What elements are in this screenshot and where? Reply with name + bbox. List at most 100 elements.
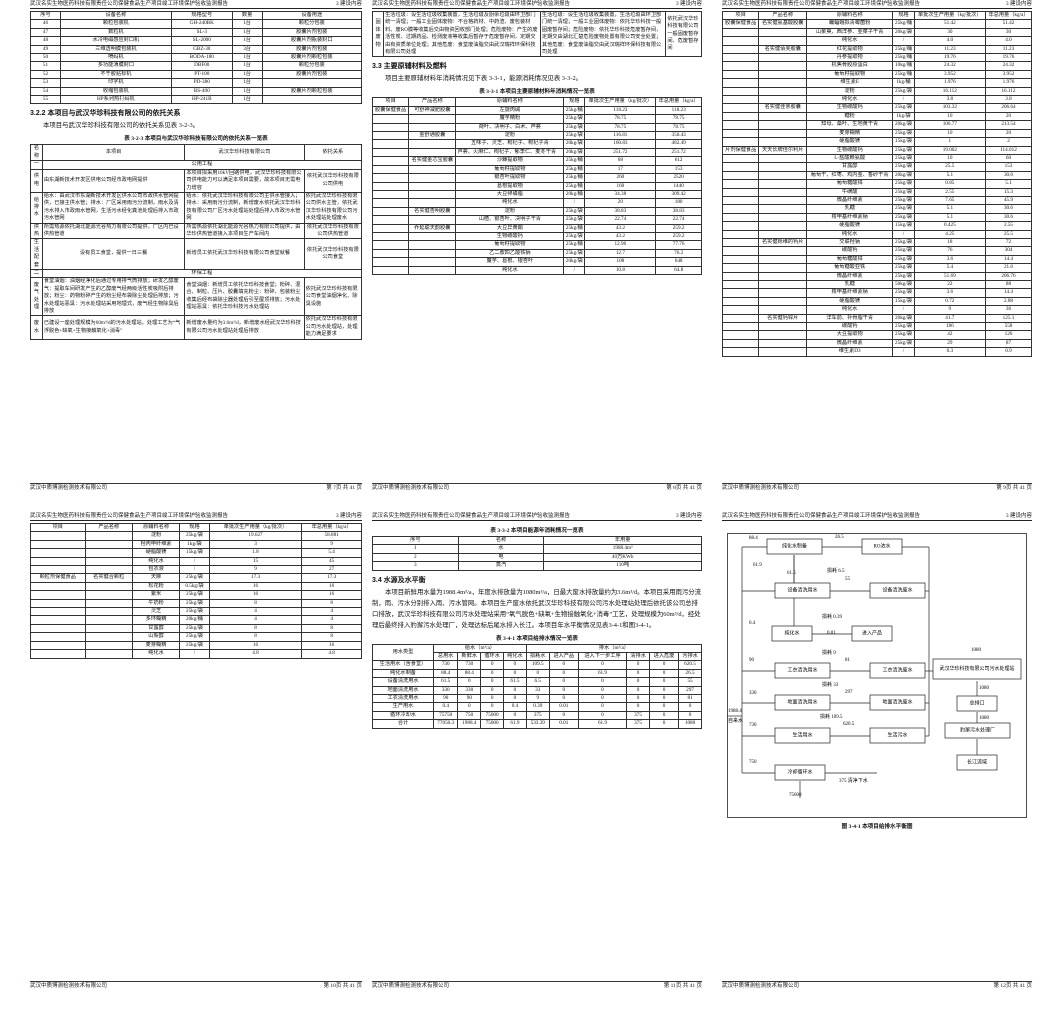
page-body: 序号 设备名称 规格型号 数量 设备用途 46 颗粒包装机 GH-240BK 1台 颗粒分包装 47…: [30, 10, 363, 340]
table-cell: 482.49: [655, 139, 702, 149]
table-cell: 25kg/桶: [563, 223, 586, 233]
table-row: 3 蒸汽 110吨: [372, 561, 702, 571]
column-header: 单批次生产用量（kg/批次）: [913, 10, 986, 21]
section-heading: 3.3 主要原辅材料及燃料: [372, 63, 447, 71]
table-row: 硬脂酸镁 15kg/袋 1.8 5.4: [30, 548, 362, 558]
table-cell: 10: [913, 111, 986, 122]
caption: 表 3-3-2 本项目能源年消耗情况一览表: [490, 528, 584, 534]
table-cell: [30, 556, 86, 567]
table-cell: 地面清洗用水: [371, 685, 435, 696]
node-label: 进入产品: [862, 630, 882, 637]
table-cell: 10kg/桶: [892, 61, 915, 71]
column-header: 序号: [372, 535, 459, 546]
table-cell: 新增废水量约为3.6m³/d，新增废水经武汉华珍科技有限公司污水处理站处理后排放: [184, 315, 305, 340]
table-cell: 153: [984, 162, 1033, 172]
table-cell: 5.1: [913, 204, 986, 214]
table-cell: 30: [913, 27, 986, 38]
footer-company: 武汉中质博测检测技术有限公司: [30, 485, 108, 491]
table-cell: [408, 114, 457, 124]
table-cell: 废气处理: [30, 277, 43, 317]
table-cell: 0.72: [913, 296, 986, 307]
table-cell: 24.32: [913, 61, 986, 71]
table-cell: 19.76: [984, 53, 1033, 63]
table-cell: 126: [984, 330, 1033, 340]
table-cell: 1988.4m³: [543, 544, 702, 554]
table-cell: 设有员工食堂，提供一日三餐: [41, 238, 186, 270]
table-row: 54 收缩包装机 BS-400 1台 胶囊片剂颗粒包装: [30, 86, 363, 97]
table-cell: [721, 86, 760, 97]
table-cell: 固体废物: [371, 10, 385, 58]
table-cell: [30, 632, 86, 642]
table-cell: 78.75: [655, 122, 702, 133]
page-body: 表 3-3-2 本项目能源年消耗情况一览表 序号 名称 年用量 1 水 1988.4m³ 2 电…: [371, 523, 703, 729]
table-row: 葡萄籽提取物 25kg/桶 17 153: [371, 164, 702, 175]
column-header: 本项目: [41, 144, 186, 162]
report-page: 武汉名实生物医药科技有限责任公司保健食品生产项目竣工环境保护验收监测报告 3 建设…: [371, 512, 703, 990]
table-cell: 25kg/桶: [892, 44, 915, 55]
table-row: 纯化水/4.8 4.8: [30, 649, 362, 659]
flow-label: 损耗 6.5: [827, 567, 845, 574]
table-cell: 51.69: [913, 271, 986, 282]
table-cell: 259.2: [655, 223, 702, 233]
table-cell: 25kg/桶: [892, 19, 915, 29]
table-cell: [721, 212, 760, 223]
table-row: 纯化水/9 36: [721, 305, 1033, 315]
table-cell: [84, 615, 133, 625]
page-footer: 武汉中质博测检测技术有限公司 第 11页 共 41 页: [372, 981, 702, 990]
table-cell: 14.4: [984, 254, 1033, 265]
table-cell: [261, 95, 363, 105]
table-cell: [371, 156, 410, 166]
table-cell: 49: [30, 44, 61, 55]
table-row: 生活配套 设有员工食堂，提供一日三餐 新增员工依托武汉华珍科技有限公司食堂就餐 依托武…: [30, 238, 363, 270]
column-header: 规格: [892, 10, 915, 21]
table-cell: [721, 103, 760, 113]
table-cell: 61.9: [577, 668, 628, 679]
table-cell: 1台: [231, 95, 263, 105]
table-cell: 颗粒分包装: [261, 61, 363, 71]
table-cell: 0: [648, 702, 680, 712]
table-cell: 0: [548, 668, 579, 679]
table-cell: 25kg/袋: [892, 153, 915, 164]
table-cell: 3.952: [913, 69, 986, 80]
header-row: 序号 设备名称 规格型号 数量 设备用途: [30, 10, 363, 21]
table-cell: [408, 122, 457, 133]
column-header: 名称: [457, 535, 545, 546]
flow-node: [766, 538, 823, 555]
table-cell: 61.5: [503, 677, 527, 687]
table-cell: 灵芝: [131, 607, 181, 617]
table-cell: 可舒神减肥胶囊: [408, 105, 457, 116]
header-section: 3 建设内容: [1005, 513, 1032, 519]
table-cell: 14.4: [984, 288, 1033, 298]
table-cell: 5.1: [913, 212, 986, 223]
table-cell: 碳酸钙: [806, 322, 894, 332]
table-cell: L-盐酸赖氨酸: [806, 153, 894, 164]
table-cell: 19.002: [913, 145, 986, 155]
table-cell: 77.76: [655, 240, 702, 250]
table-cell: 葡萄糖酸亚铁: [806, 263, 894, 273]
table-cell: 羧甲基纤维素钠: [806, 288, 894, 298]
table-cell: [371, 240, 410, 250]
table-cell: 0.4: [503, 702, 527, 712]
table-cell: 纯化水: [806, 95, 894, 105]
paragraph: 项目主要原辅材料年消耗情况见下表 3-3-1，能源消耗情况见表 3-3-2。: [385, 75, 583, 83]
table-cell: [721, 305, 760, 315]
column-header: 年用量: [543, 535, 702, 546]
page-header: 武汉名实生物医药科技有限责任公司保健食品生产项目竣工环境保护验收监测报告 3 建设…: [722, 0, 1032, 9]
table-cell: 620.5: [678, 660, 702, 670]
table-cell: 羟丙甲纤维素: [131, 539, 181, 550]
data-table: 用水类型 给水（m³/a） 排水（m³/a） 总用水 新鲜水 循环水 纯化水 损耗水 进入产品进…: [371, 643, 703, 729]
header-title: 武汉名实生物医药科技有限责任公司保健食品生产项目竣工环境保护验收监测报告: [30, 1, 229, 7]
table-row: 胶囊保健食品 可舒神减肥胶囊 左旋肉碱 25kg/桶 118.23 118.23: [371, 105, 702, 116]
table-cell: 生物碳酸钙: [806, 145, 894, 155]
table-cell: 558: [984, 322, 1033, 332]
table-cell: 20kg/桶: [179, 615, 210, 625]
table-cell: 芦荟、火麻仁、枸杞子、郁李仁、麦冬干青: [455, 147, 565, 158]
table-cell: 42: [913, 330, 986, 340]
table-cell: [721, 237, 760, 248]
column-header: 规格: [179, 522, 210, 533]
table-cell: 0: [577, 694, 628, 704]
caption: 图 3-4-1 本项目给排水平衡图: [841, 824, 913, 830]
table-cell: BODA-180: [170, 53, 233, 63]
header-row: 总用水 新鲜水 循环水 纯化水 损耗水 进入产品 进入下一步工序 清排水 进入危废 污排水: [373, 652, 702, 662]
table-cell: 25kg/袋: [892, 330, 915, 340]
